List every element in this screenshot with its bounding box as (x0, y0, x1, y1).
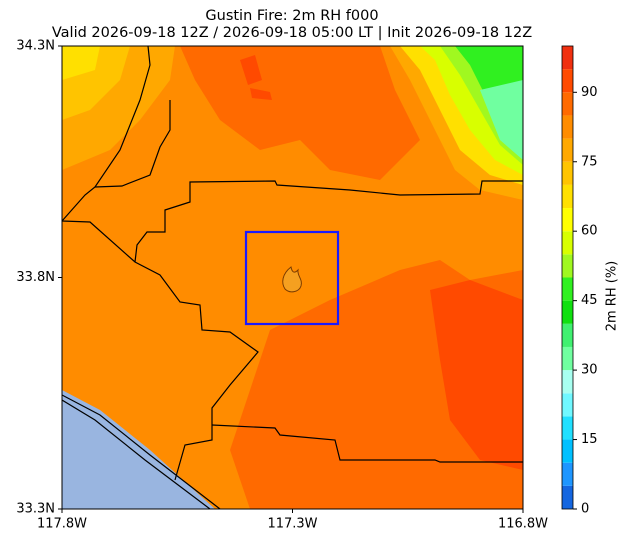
x-tick-label: 117.8W (37, 517, 87, 532)
y-tick-label: 34.3N (16, 39, 55, 54)
colorbar-tick-label: 60 (581, 224, 598, 239)
colorbar-tick-label: 45 (581, 293, 598, 308)
colorbar-tick-label: 90 (581, 85, 598, 100)
colorbar-band (562, 300, 573, 324)
colorbar-band (562, 161, 573, 185)
colorbar-band (562, 323, 573, 347)
colorbar-band (562, 393, 573, 417)
colorbar-band (562, 46, 573, 70)
colorbar-band (562, 370, 573, 394)
colorbar-tick-label: 75 (581, 154, 598, 169)
colorbar-band (562, 231, 573, 255)
x-tick-label: 117.3W (267, 517, 317, 532)
y-tick-label: 33.8N (16, 270, 55, 285)
x-tick-label: 116.8W (498, 517, 548, 532)
colorbar-frame (561, 45, 574, 510)
title: Gustin Fire: 2m RH f000 (205, 8, 378, 24)
colorbar-tick-label: 15 (581, 432, 598, 447)
colorbar-band (562, 439, 573, 463)
colorbar-band (562, 115, 573, 139)
colorbar-tick-label: 0 (581, 502, 589, 517)
colorbar-tick-label: 30 (581, 363, 598, 378)
colorbar-band (562, 92, 573, 116)
colorbar-band (562, 138, 573, 162)
colorbar-band (562, 416, 573, 440)
colorbar-band (562, 346, 573, 371)
colorbar-band (562, 254, 573, 278)
colorbar-band (562, 462, 573, 486)
map-field (62, 46, 523, 509)
colorbar-band (562, 208, 573, 232)
colorbar-band (562, 277, 573, 301)
subtitle: Valid 2026-09-18 12Z / 2026-09-18 05:00 … (52, 25, 532, 41)
colorbar-band (562, 485, 573, 509)
colorbar-label: 2m RH (%) (605, 261, 620, 332)
colorbar-band (562, 69, 573, 93)
colorbar-band (562, 184, 573, 209)
y-tick-label: 33.3N (16, 502, 55, 517)
